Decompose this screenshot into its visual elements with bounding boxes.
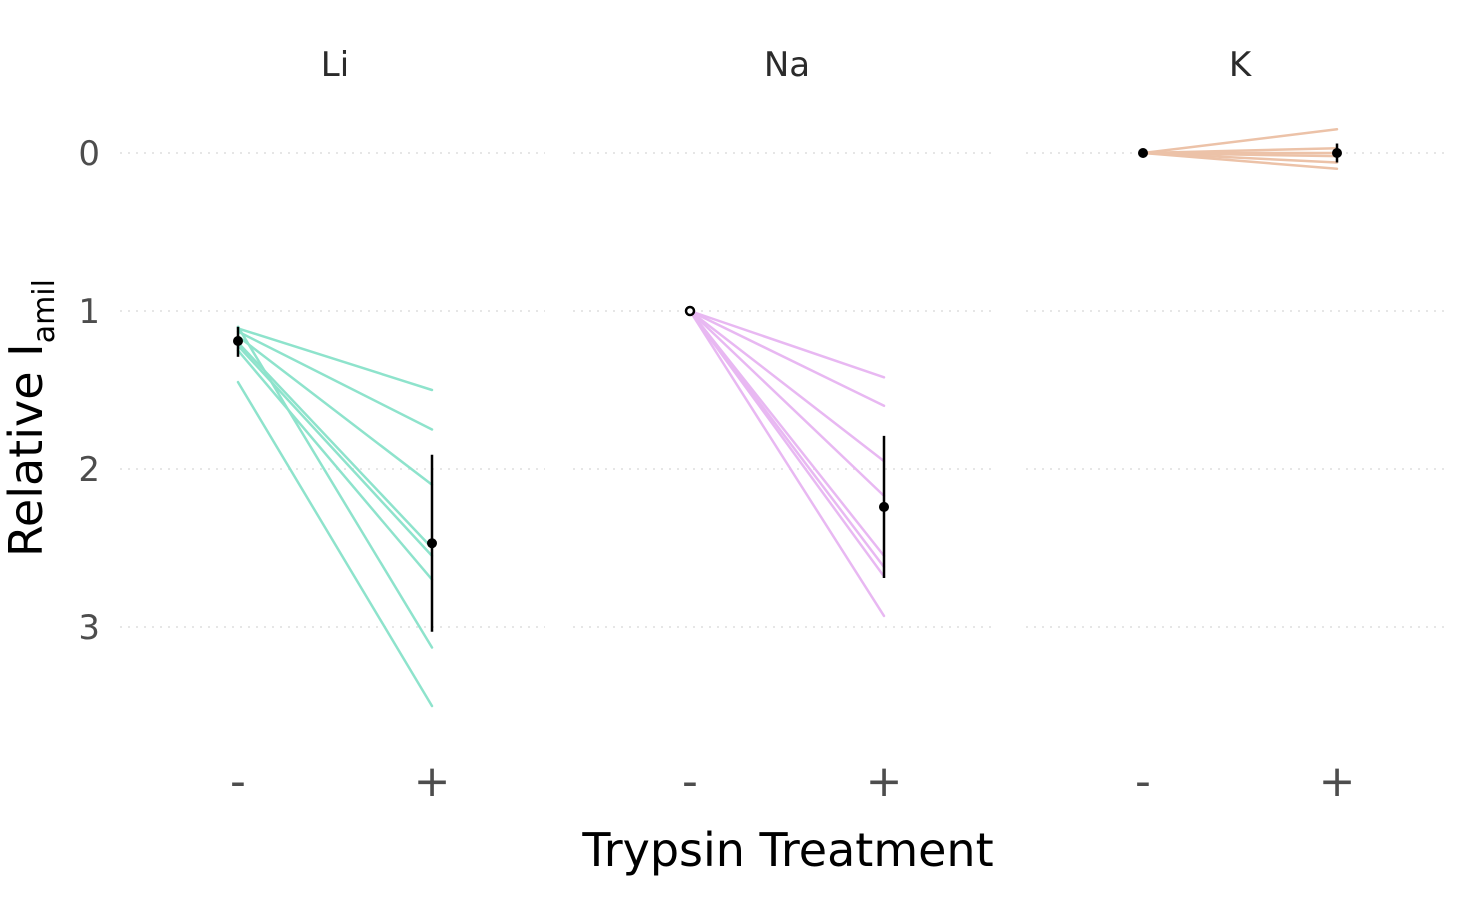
paired-line: [236, 380, 434, 708]
paired-line: [688, 309, 886, 463]
grid-lines: [120, 152, 1450, 628]
paired-line: [688, 309, 886, 498]
paired-line: [1141, 151, 1339, 171]
facet-li: Li: [233, 45, 437, 708]
x-tick-label: -: [682, 756, 698, 807]
facet-title: Na: [764, 45, 810, 85]
y-axis-ticks: 0 1 2 3: [78, 134, 100, 648]
y-tick-label: 3: [78, 608, 100, 648]
x-tick-label: +: [1319, 756, 1356, 807]
paired-line: [1141, 128, 1339, 155]
x-axis-ticks: - + - + - +: [230, 756, 1355, 807]
y-axis-title-subscript: amil: [27, 279, 62, 343]
paired-line: [236, 330, 434, 431]
mean-point: [1138, 148, 1148, 158]
x-tick-label: -: [1135, 756, 1151, 807]
mean-point: [1332, 148, 1342, 158]
paired-line: [688, 309, 886, 379]
y-tick-label: 0: [78, 134, 100, 174]
y-axis-title-main: Relative I: [0, 343, 53, 557]
mean-point: [684, 305, 696, 317]
paired-line: [688, 309, 886, 408]
paired-line: [236, 325, 434, 649]
mean-point: [879, 501, 889, 512]
paired-line: [688, 309, 886, 578]
facet-k: K: [1138, 45, 1342, 171]
facet-title: K: [1229, 45, 1253, 85]
paired-line: [688, 309, 886, 618]
paired-line: [236, 349, 434, 581]
facet-na: Na: [684, 45, 889, 618]
mean-point: [233, 336, 243, 347]
paired-line: [236, 327, 434, 392]
paired-line: [236, 335, 434, 487]
paired-line: [236, 341, 434, 550]
x-tick-label: +: [866, 756, 903, 807]
x-tick-label: +: [414, 756, 451, 807]
mean-point: [427, 538, 437, 549]
facet-panels: Li Na K: [233, 45, 1342, 708]
facet-title: Li: [321, 45, 349, 85]
y-axis-title: Relative Iamil: [0, 279, 62, 557]
y-tick-label: 1: [78, 292, 100, 332]
x-tick-label: -: [230, 756, 246, 807]
x-axis-title: Trypsin Treatment: [581, 823, 993, 877]
y-tick-label: 2: [78, 450, 100, 490]
